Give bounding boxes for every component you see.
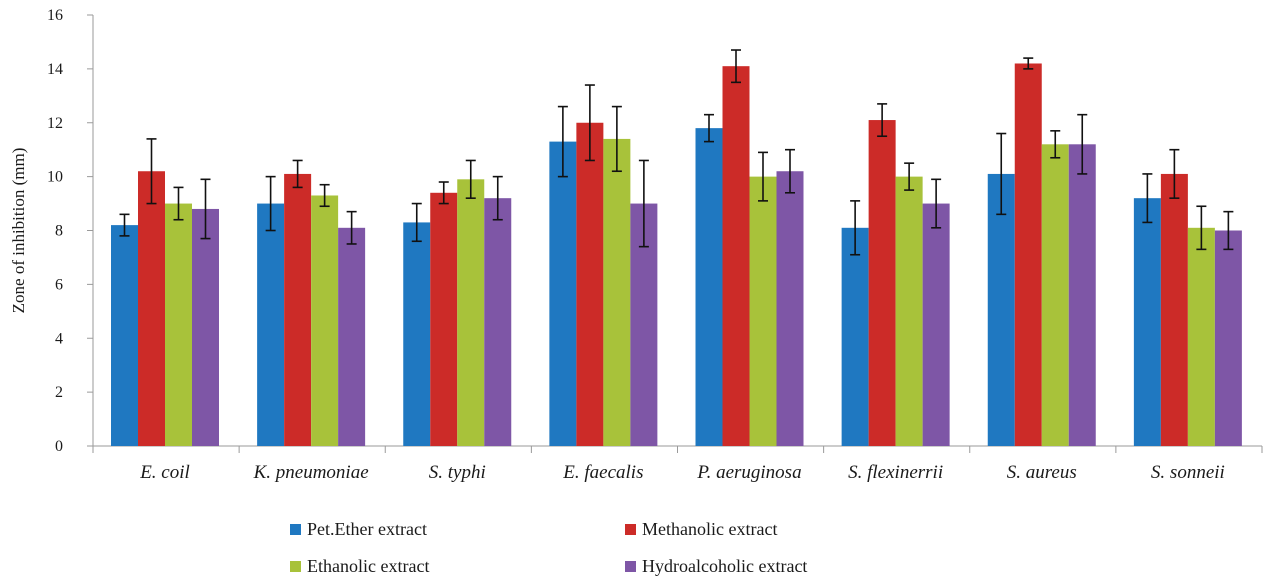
y-tick-label: 14: [47, 61, 63, 78]
category-label: S. flexinerrii: [848, 462, 943, 483]
bar: [165, 203, 192, 446]
y-tick-label: 12: [47, 115, 63, 132]
category-label: S. typhi: [429, 462, 486, 483]
bar: [1214, 230, 1242, 446]
bar: [776, 171, 804, 447]
bar: [576, 122, 604, 446]
legend-swatch: [625, 524, 636, 535]
y-axis-title: Zone of inhibition (mm): [9, 148, 28, 314]
category-label: S. aureus: [1007, 462, 1077, 483]
bar: [868, 120, 896, 447]
legend-label: Pet.Ether extract: [307, 519, 427, 539]
bar: [311, 195, 339, 446]
bar: [749, 176, 777, 446]
bar: [430, 192, 458, 446]
bar: [1068, 144, 1096, 447]
bar: [457, 179, 485, 446]
legend-swatch: [290, 524, 301, 535]
bar: [484, 198, 512, 446]
bar: [403, 222, 431, 446]
bar: [257, 203, 285, 446]
legend: Pet.Ether extract Methanolic extract Ethan…: [290, 519, 807, 576]
bar: [922, 203, 950, 446]
error-bars: [119, 49, 1234, 256]
y-tick-label: 2: [55, 384, 63, 401]
legend-label: Ethanolic extract: [307, 556, 429, 576]
category-label: E. coil: [139, 462, 190, 483]
bar: [895, 176, 923, 446]
bars: [111, 63, 1242, 447]
y-tick-label: 0: [55, 438, 63, 455]
y-tick-label: 8: [55, 223, 63, 240]
bar: [722, 66, 750, 447]
y-tick-label: 10: [47, 169, 63, 186]
bar: [284, 173, 312, 446]
category-label: K. pneumoniae: [253, 462, 369, 483]
category-label: P. aeruginosa: [696, 462, 801, 483]
legend-label: Methanolic extract: [642, 519, 777, 539]
bar: [1187, 227, 1215, 446]
legend-swatch: [290, 561, 301, 572]
labels: E. coil K. pneumoniae S. typhi E. faecalis P…: [139, 462, 1225, 483]
bar: [549, 141, 577, 446]
bar: [841, 227, 869, 446]
y-tick-label: 16: [47, 7, 63, 24]
bar: [1014, 63, 1042, 447]
y-tick-label: 6: [55, 276, 63, 293]
bar: [1160, 173, 1188, 446]
category-label: S. sonneii: [1151, 462, 1225, 483]
bar: [603, 138, 631, 446]
bar: [138, 171, 165, 447]
bar: [987, 173, 1015, 446]
legend-label: Hydroalcoholic extract: [642, 556, 807, 576]
y-tick-label: 4: [55, 330, 63, 347]
legend-swatch: [625, 561, 636, 572]
bar: [111, 225, 138, 446]
bar: [1041, 144, 1069, 447]
bar: [695, 128, 723, 446]
bar: [192, 208, 219, 446]
bar: [1133, 198, 1161, 446]
category-label: E. faecalis: [562, 462, 643, 483]
bar: [338, 227, 366, 446]
